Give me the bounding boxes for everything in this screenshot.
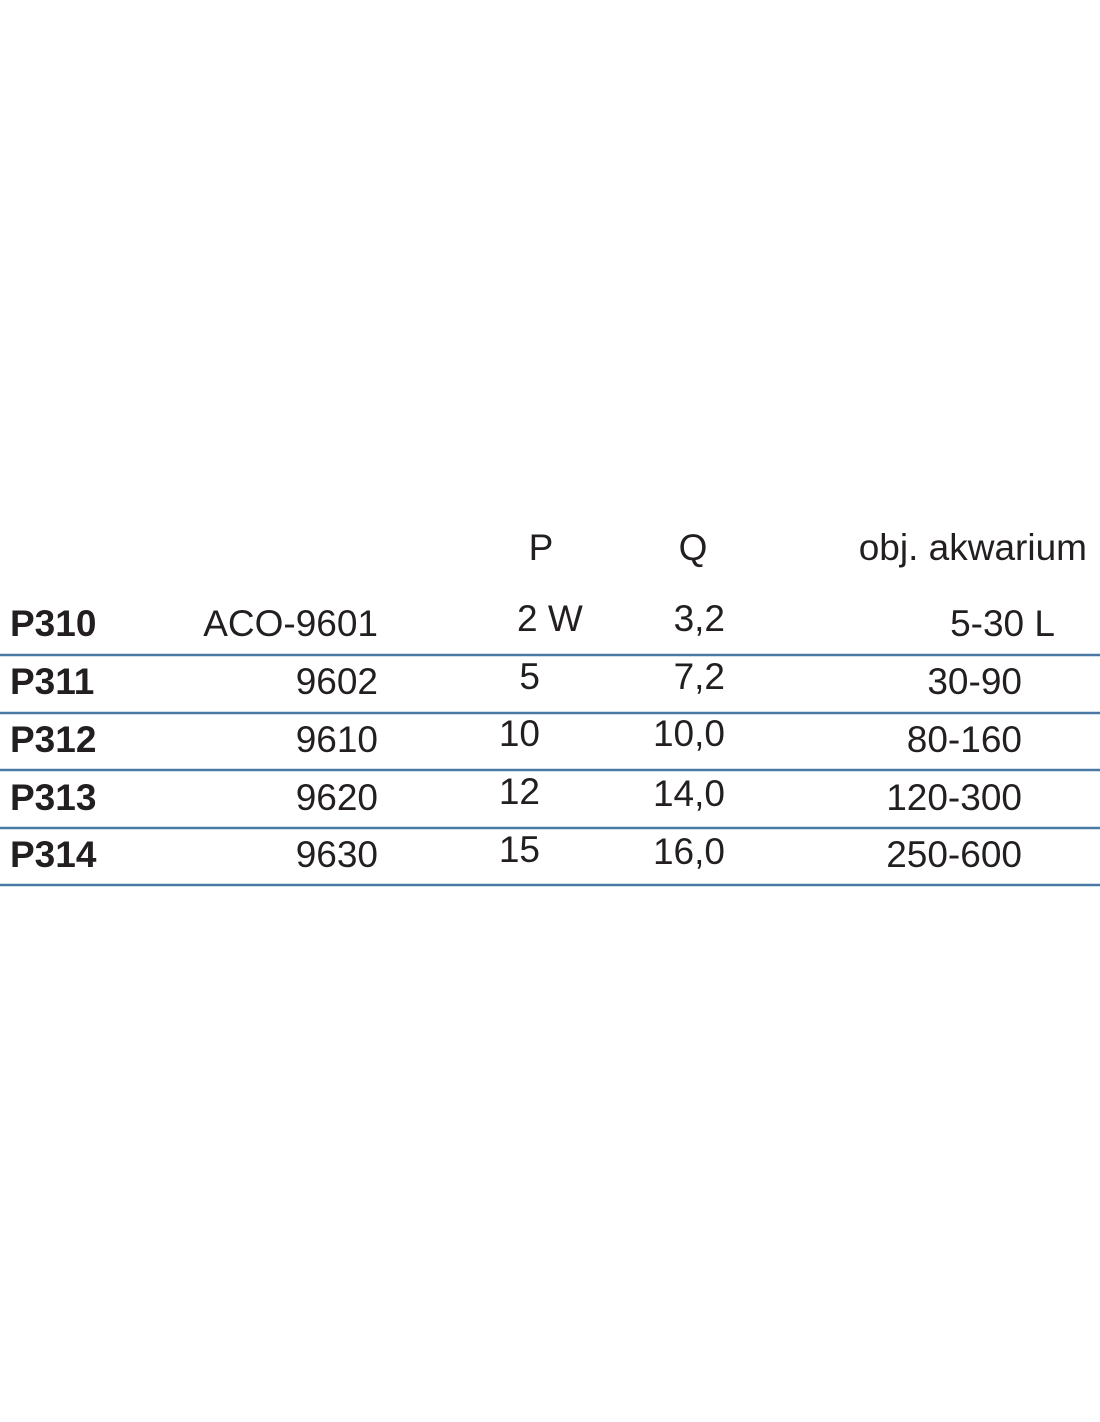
flow: 14,0 bbox=[653, 773, 725, 814]
volume: 120-300 bbox=[886, 777, 1022, 818]
model: P314 bbox=[10, 834, 97, 875]
volume: 80-160 bbox=[907, 719, 1022, 760]
power: 12 bbox=[499, 771, 540, 812]
model: P312 bbox=[10, 719, 96, 760]
header-flow: Q bbox=[679, 527, 708, 568]
code: 9610 bbox=[296, 719, 378, 760]
flow: 7,2 bbox=[674, 656, 725, 697]
volume: 30-90 bbox=[927, 661, 1022, 702]
flow: 10,0 bbox=[653, 713, 725, 754]
model: P313 bbox=[10, 777, 96, 818]
header-volume: obj. akwarium bbox=[859, 527, 1087, 568]
power: 5 bbox=[519, 656, 540, 697]
power: 2 W bbox=[517, 598, 583, 639]
flow: 3,2 bbox=[674, 598, 725, 639]
volume: 250-600 bbox=[886, 834, 1022, 875]
model: P310 bbox=[10, 603, 96, 644]
code: 9620 bbox=[296, 777, 378, 818]
header-power: P bbox=[529, 527, 554, 568]
volume: 5-30 L bbox=[950, 603, 1055, 644]
flow: 16,0 bbox=[653, 831, 725, 872]
power: 15 bbox=[499, 829, 540, 870]
code: 9602 bbox=[296, 661, 378, 702]
code: 9630 bbox=[296, 834, 378, 875]
code: ACO-9601 bbox=[203, 603, 378, 644]
power: 10 bbox=[499, 713, 540, 754]
model: P311 bbox=[10, 661, 94, 702]
